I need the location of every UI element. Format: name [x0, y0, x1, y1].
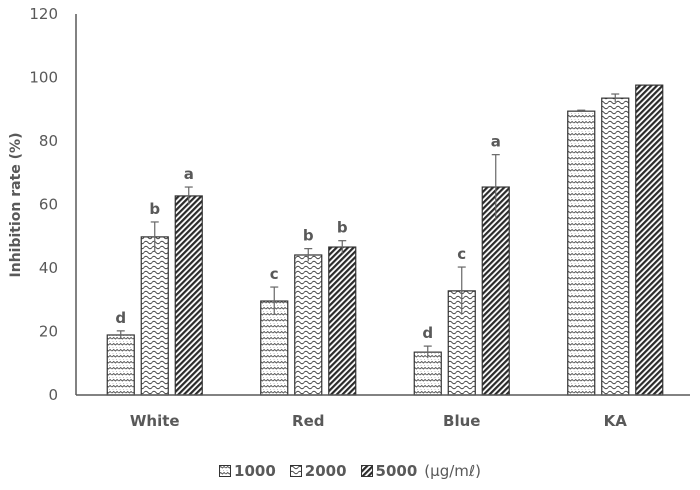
significance-letter: c: [270, 265, 279, 283]
legend: 1000 2000 5000 (μg/mℓ): [0, 462, 700, 480]
pattern-swatch-2000-icon: [289, 465, 302, 477]
legend-item-5000: 5000 (μg/mℓ): [360, 462, 481, 480]
significance-letter: d: [422, 324, 433, 342]
bar-5000: [635, 84, 664, 396]
bar-2000: [294, 254, 323, 396]
legend-label: 2000: [304, 462, 347, 480]
legend-item-2000: 2000: [289, 462, 347, 480]
bar-1000: [413, 351, 442, 396]
bar-1000: [106, 334, 135, 396]
bar-chart: 0 20 40 60 80 100 120 d b a c b b d c a White Red Blue KA…: [8, 5, 690, 430]
legend-unit: (μg/mℓ): [424, 462, 481, 480]
y-tick-label: 20: [39, 323, 58, 341]
pattern-swatch-1000-icon: [219, 465, 232, 477]
significance-letter: a: [491, 133, 501, 151]
pattern-swatch-5000-icon: [360, 465, 373, 477]
bar-2000: [601, 97, 630, 396]
bar-5000: [328, 246, 357, 396]
legend-item-1000: 1000: [219, 462, 276, 480]
y-tick-label: 0: [48, 386, 58, 404]
significance-letter: d: [115, 309, 126, 327]
bar-2000: [140, 236, 169, 396]
y-tick-label: 100: [29, 69, 58, 87]
y-tick-label: 80: [39, 132, 58, 150]
legend-label: 5000: [375, 462, 418, 480]
bar-1000: [567, 110, 596, 396]
y-axis-label: Inhibition rate (%): [8, 133, 24, 278]
bar-5000: [174, 195, 203, 396]
x-category-label: White: [130, 412, 180, 430]
x-axis: White Red Blue KA: [76, 394, 690, 430]
significance-letter: a: [184, 165, 194, 183]
significance-letter: b: [149, 200, 160, 218]
x-category-label: KA: [604, 412, 628, 430]
bar-5000: [481, 186, 510, 396]
y-tick-label: 120: [29, 5, 58, 23]
significance-letter: b: [303, 227, 314, 245]
significance-letter: b: [337, 219, 348, 237]
significance-letter: c: [457, 245, 466, 263]
x-category-label: Red: [292, 412, 324, 430]
legend-label: 1000: [234, 462, 276, 480]
y-tick-label: 40: [39, 259, 58, 277]
y-axis: 0 20 40 60 80 100 120: [29, 5, 77, 404]
y-tick-label: 60: [39, 196, 58, 214]
bars-group: d b a c b b d c a: [106, 84, 664, 396]
x-category-label: Blue: [443, 412, 480, 430]
bar-1000: [260, 300, 289, 396]
